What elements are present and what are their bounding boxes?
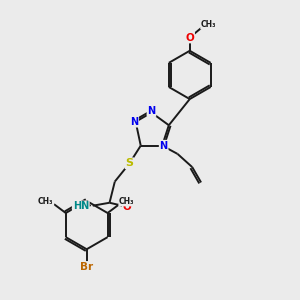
Text: S: S	[126, 158, 134, 168]
Text: O: O	[123, 202, 132, 212]
Text: N: N	[147, 106, 155, 116]
Text: Br: Br	[80, 262, 93, 272]
Text: HN: HN	[73, 201, 89, 211]
Text: N: N	[160, 141, 168, 151]
Text: CH₃: CH₃	[119, 197, 134, 206]
Text: CH₃: CH₃	[201, 20, 216, 29]
Text: CH₃: CH₃	[38, 197, 53, 206]
Text: N: N	[130, 117, 138, 127]
Text: O: O	[185, 32, 194, 43]
